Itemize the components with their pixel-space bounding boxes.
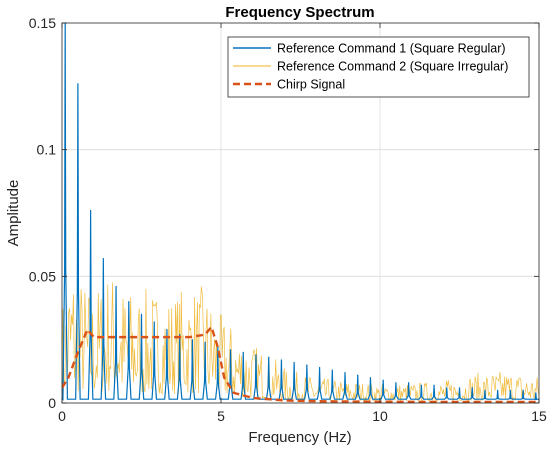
reference-command-1-peak [509, 389, 511, 391]
legend-entry-chirp-signal: Chirp Signal [277, 78, 345, 92]
reference-command-1-peak [255, 354, 257, 356]
reference-command-1-peak [446, 387, 448, 389]
legend-entry-reference-command-2: Reference Command 2 (Square Irregular) [277, 60, 508, 74]
reference-command-1-peak [268, 356, 270, 358]
reference-command-1-peak [535, 392, 537, 394]
reference-command-1-peak [484, 389, 486, 391]
reference-command-1-peak [395, 382, 397, 384]
reference-command-1-peak [102, 258, 104, 260]
reference-command-1-peak [471, 387, 473, 389]
x-axis-label: Frequency (Hz) [248, 429, 351, 446]
reference-command-1-peak [420, 384, 422, 386]
reference-command-1-peak [280, 359, 283, 361]
series-reference-command-1-line [62, 22, 539, 401]
y-tick-label: 0 [48, 395, 56, 411]
reference-command-1-peak [433, 384, 435, 386]
plot-frame [61, 22, 540, 404]
reference-command-1-peak [306, 364, 308, 366]
legend: Reference Command 1 (Square Regular) Ref… [227, 36, 530, 98]
grid [62, 23, 539, 403]
y-tick-label: 0.15 [29, 15, 56, 31]
reference-command-1-peak [382, 379, 384, 381]
reference-command-1-peak [140, 313, 143, 315]
reference-command-1-peak [191, 339, 193, 341]
x-tick-label: 0 [58, 408, 66, 424]
series-layer [62, 22, 539, 403]
reference-command-1-peak [344, 372, 346, 374]
reference-command-1-peak [153, 321, 155, 323]
reference-command-1-peak [204, 341, 206, 343]
x-tick-label: 5 [217, 408, 225, 424]
reference-command-1-peak [77, 83, 79, 85]
legend-box [227, 36, 530, 98]
series-chirp-signal-line [62, 325, 539, 403]
reference-command-1-peak [166, 328, 168, 331]
legend-entry-reference-command-1: Reference Command 1 (Square Regular) [277, 42, 506, 56]
ticks: 0 5 10 15 0 0.05 0.1 0.15 [29, 15, 547, 424]
reference-command-1-peak [408, 382, 410, 384]
chart-title: Frequency Spectrum [225, 4, 374, 21]
reference-command-1-peak [458, 387, 461, 389]
reference-command-1-peak [497, 389, 499, 391]
reference-command-1-peak [242, 351, 244, 353]
reference-command-1-peak [179, 334, 181, 336]
reference-command-1-peak [90, 209, 92, 212]
reference-command-1-peak [318, 366, 321, 369]
reference-command-1-peak [369, 377, 372, 379]
reference-command-1-peak [357, 374, 359, 376]
y-tick-label: 0.05 [29, 268, 56, 284]
y-axis-label: Amplitude [5, 180, 22, 247]
reference-command-1-peak [293, 361, 295, 364]
x-tick-label: 15 [531, 408, 547, 424]
reference-command-1-peak [522, 389, 524, 391]
reference-command-1-peak [128, 301, 130, 303]
y-tick-label: 0.1 [37, 142, 57, 158]
x-tick-label: 10 [372, 408, 388, 424]
reference-command-1-peak [229, 349, 232, 351]
reference-command-1-peak [331, 369, 333, 371]
reference-command-1-peak [115, 285, 117, 288]
